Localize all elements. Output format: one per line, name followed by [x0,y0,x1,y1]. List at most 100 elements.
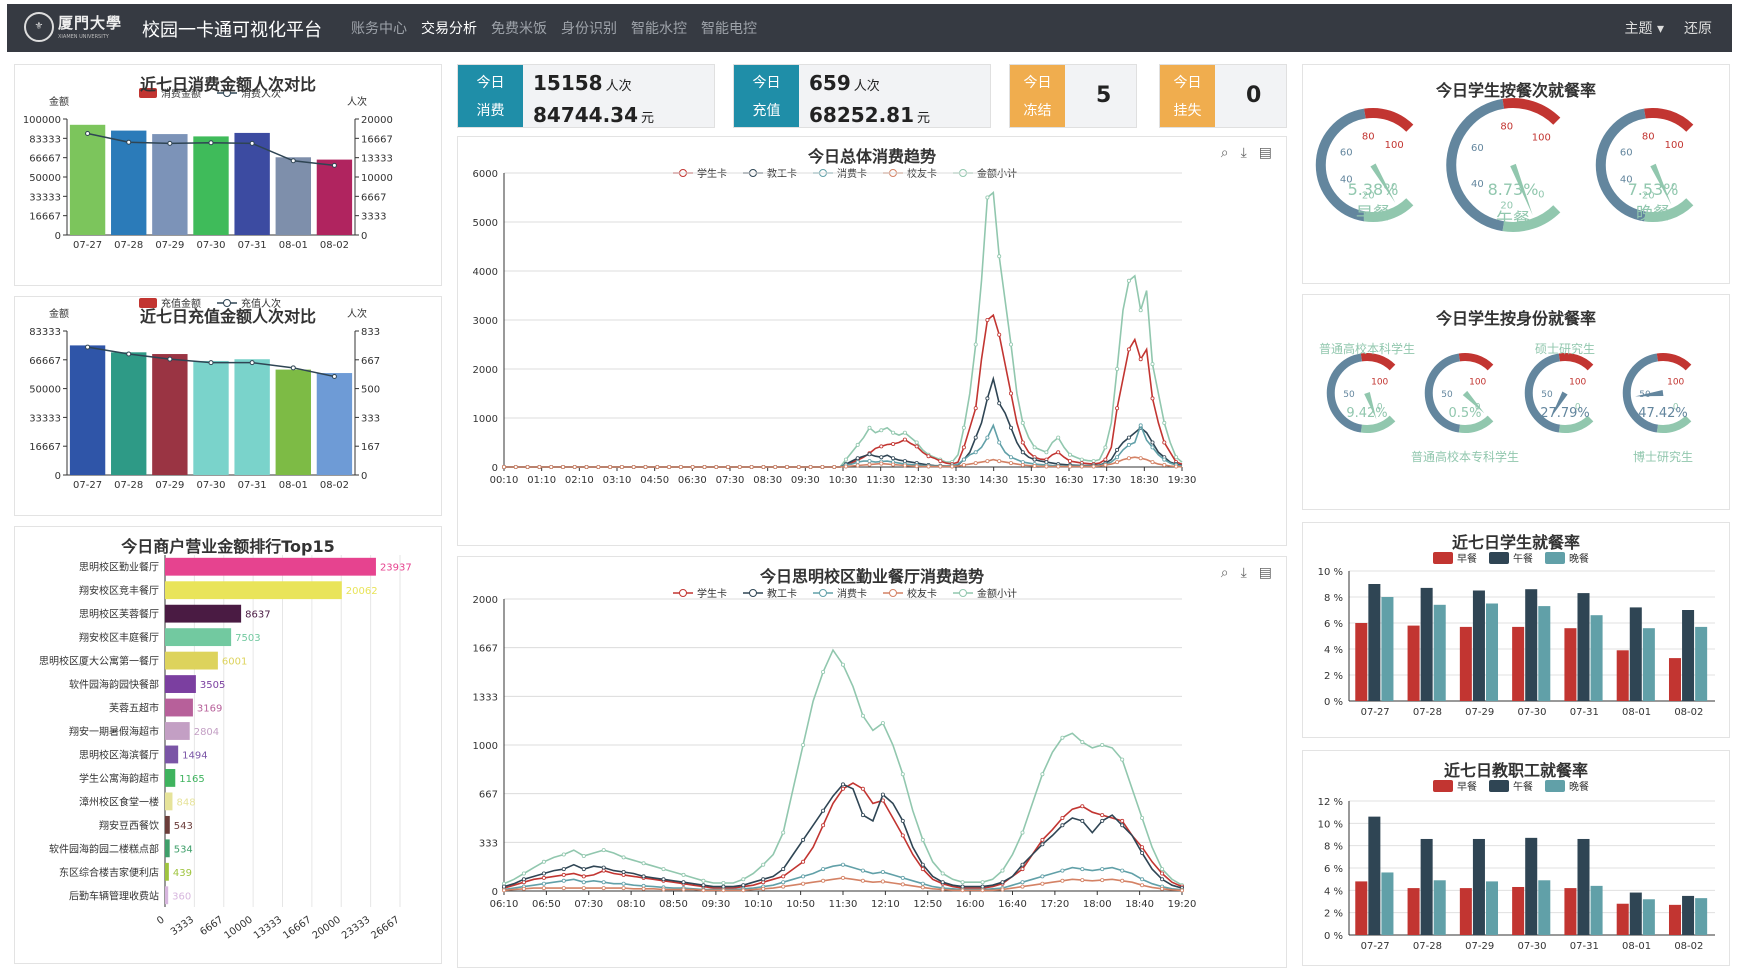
series-point [1120,868,1125,873]
bar [1642,628,1655,701]
zoom-icon[interactable]: ⌕ [1220,145,1229,161]
x-tick-label: 08:50 [659,899,688,910]
series-point [961,457,966,462]
series-point [1060,823,1065,828]
series-point [879,455,884,460]
series-point [1080,878,1085,883]
series-point [1060,735,1065,740]
gauge-tick-label: 50 [1343,390,1355,400]
series-point [761,886,766,891]
bar [165,792,173,811]
bar [165,815,170,834]
bar [165,675,196,693]
x-tick-label: 07:30 [574,899,603,910]
chart-title: 近七日教职工就餐率 [1443,761,1588,780]
series-point [1103,457,1108,462]
series-point [601,886,606,891]
y-tick-label: 3000 [473,316,498,327]
bar [1485,603,1499,701]
line-point [331,373,337,379]
main-menu: 账务中心 交易分析 免费米饭 身份识别 智能水控 智能电控 [351,18,757,38]
legend-label: 消费卡 [837,587,867,600]
series-point [867,459,872,464]
frozen-count: 5 [1096,83,1112,108]
y-axis-label: 金额 [49,95,69,108]
series-point [821,670,826,675]
x-tick-label: 08-02 [1674,707,1703,718]
series-point [761,877,766,882]
series-point [1020,830,1025,835]
download-icon[interactable]: ⤓ [1240,145,1247,161]
top-navbar: ⚜ 厦門大學 XIAMEN UNIVERSITY 校园一卡通可视化平台 账务中心… [7,4,1732,52]
series-point [860,713,865,718]
line-point [85,344,91,350]
series-point [1060,878,1065,883]
menu-item-identity[interactable]: 身份识别 [561,21,617,37]
series-point [1140,845,1145,850]
bar-value-label: 439 [173,868,192,879]
series-point [1160,871,1165,876]
series-point [1162,462,1167,467]
series-point [1068,464,1073,469]
bar [1433,880,1446,935]
menu-item-accounts[interactable]: 账务中心 [351,21,407,37]
series-point [581,867,586,872]
series-point [1120,878,1125,883]
menu-item-free-rice[interactable]: 免费米饭 [491,21,547,37]
theme-dropdown[interactable]: 主题 ▾ [1624,21,1664,37]
series-point [1115,460,1120,465]
series-point [631,464,636,469]
gauge-arc [1326,353,1363,433]
series-point [920,881,925,886]
series-point [1103,462,1108,467]
line-point [290,158,296,164]
menu-item-water[interactable]: 智能水控 [631,21,687,37]
restore-button[interactable]: 还原 [1684,21,1712,37]
zoom-icon[interactable]: ⌕ [1220,565,1229,581]
series-point [997,440,1002,445]
legend-label: 充值人次 [241,297,281,310]
series-point [537,464,542,469]
gauge-pointer [1635,390,1664,397]
bar [165,628,232,647]
x-tick-label: 08-01 [279,240,308,251]
kpi-today-lost: 今日 挂失 0 [1159,64,1287,128]
bar [165,651,218,670]
gauge-label: 早餐 [1356,204,1390,224]
bar [1668,658,1682,701]
series-point [832,464,837,469]
gauge-arc [1656,352,1692,371]
bar [1459,888,1472,935]
series-point [821,823,826,828]
category-label: 芙蓉五超市 [109,702,159,715]
menu-item-transactions[interactable]: 交易分析 [421,21,477,37]
chart-title: 近七日学生就餐率 [1451,533,1580,552]
x-tick-label: 07-27 [1361,941,1390,952]
y2-tick-label: 833 [361,327,380,338]
bar [1629,892,1642,935]
data-view-icon[interactable]: ▤ [1258,565,1272,581]
bar [165,604,242,623]
series-point [973,406,978,411]
series-point [581,886,586,891]
gauge-tick-label: 60 [1620,147,1633,158]
x-tick-label: 16:40 [998,899,1027,910]
series-point [619,464,624,469]
gauge-tick-label: 50 [1441,390,1453,400]
x-tick-label: 08:10 [617,899,646,910]
series-point [1009,455,1014,460]
series-point [541,875,546,880]
data-view-icon[interactable]: ▤ [1258,145,1272,161]
gauge-arc [1446,98,1505,232]
download-icon[interactable]: ⤓ [1240,565,1247,581]
kpi-values: 659 人次 68252.81 元 [809,71,931,127]
series-point [821,867,826,872]
bar [234,132,270,235]
consume-amount: 84744.34 [533,103,639,127]
bar [1525,589,1538,701]
series-point [781,830,786,835]
category-label: 翔安一期暑假海超市 [69,725,159,738]
series-point [1000,868,1005,873]
y-tick-label: 16667 [29,442,61,453]
menu-item-electric[interactable]: 智能电控 [701,21,757,37]
